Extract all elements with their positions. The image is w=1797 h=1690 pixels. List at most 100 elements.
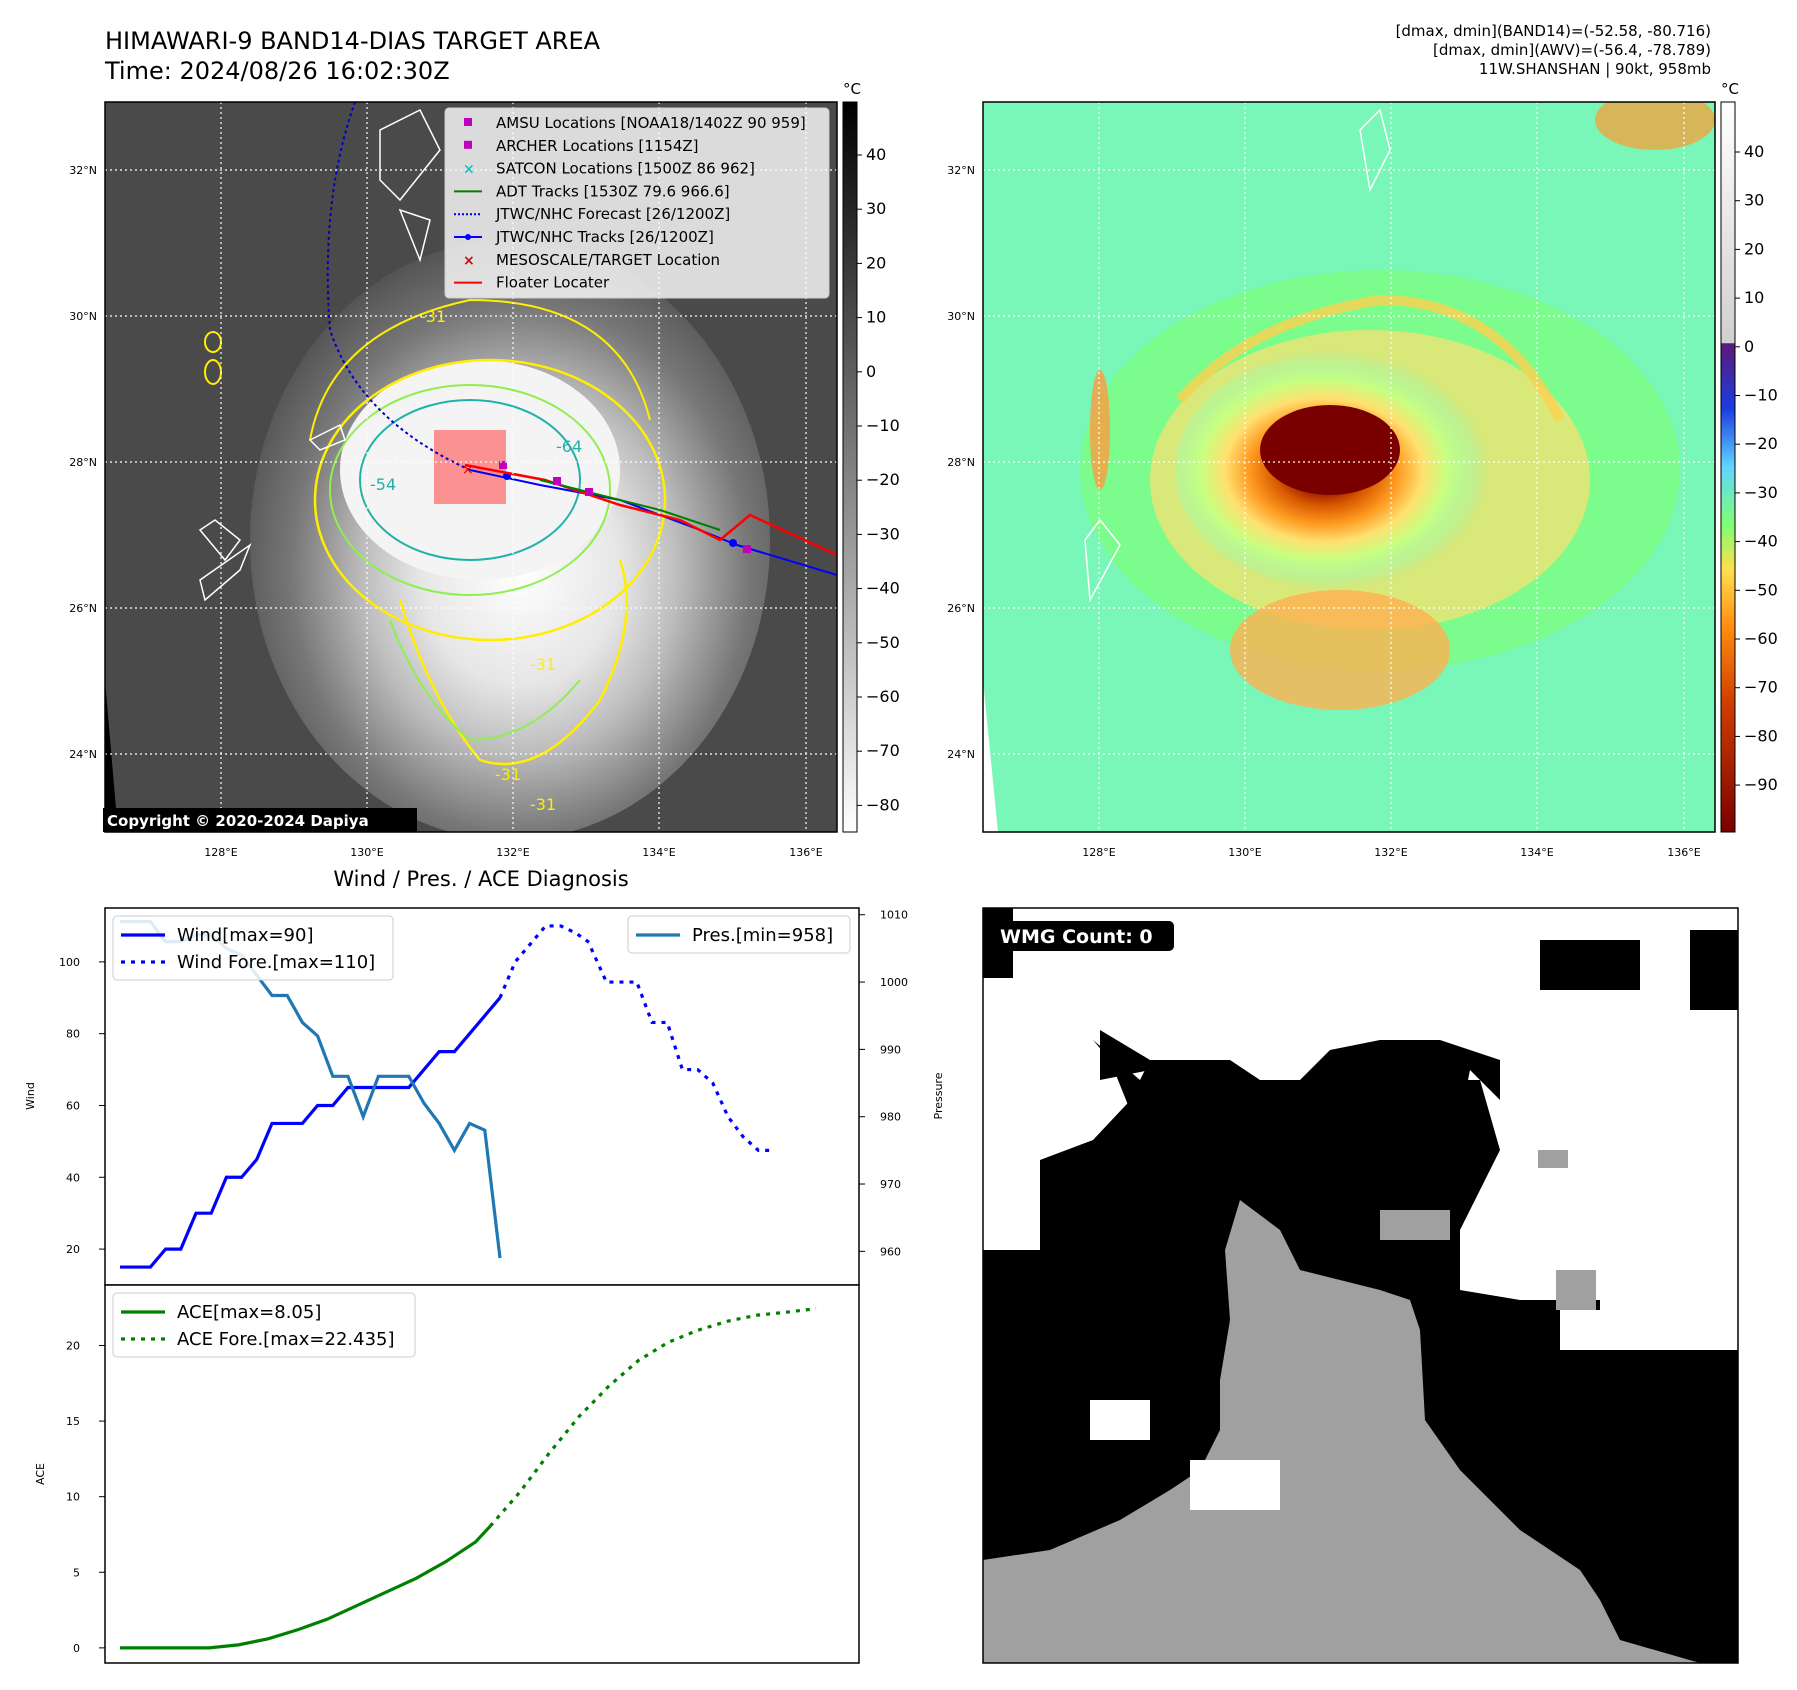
lon-tick-label: 132°E [1374,846,1407,859]
colorbar-tick-label: −80 [1744,726,1778,745]
colorbar-tick-label: −80 [866,795,900,814]
colorbar-tick-label: −40 [1744,532,1778,551]
ace-axis-label: ACE [34,1463,47,1485]
pressure-tick-label: 1010 [880,909,908,922]
pressure-tick-label: 960 [880,1245,901,1258]
title-line-1: HIMAWARI-9 BAND14-DIAS TARGET AREA [105,27,601,55]
legend-label: MESOSCALE/TARGET Location [496,251,720,269]
colorbar-tick-label: −10 [1744,386,1778,405]
color-colorbar: °C 40 30 20 10 0 −10 −20 −30 −40 −50 −60 −70 −80 −90 [1720,80,1778,833]
contour-label: -31 [530,655,556,674]
lat-tick-label: 28°N [947,456,975,469]
figure-title: HIMAWARI-9 BAND14-DIAS TARGET AREA Time: … [105,26,600,86]
legend-frame [112,915,394,981]
wind-legend: Wind[max=90] Wind Fore.[max=110] [112,915,394,981]
colorbar-tick-label: −70 [866,741,900,760]
wind-tick-label: 40 [66,1171,80,1184]
lat-tick-label: 30°N [947,310,975,323]
info-awv: [dmax, dmin](AWV)=(-56.4, -78.789) [1432,41,1711,59]
legend-label: Floater Locater [496,274,610,292]
svg-text:×: × [462,462,474,478]
colorbar-tick-label: −20 [1744,434,1778,453]
ace-legend: ACE[max=8.05] ACE Fore.[max=22.435] [112,1292,416,1358]
lon-tick-label: 134°E [642,846,675,859]
gray-colorbar: °C 40 30 20 10 0 −10 −20 −30 −40 −50 −60 −70 −80 [842,80,900,833]
contour-label: -31 [530,795,556,814]
legend-label: Wind Fore.[max=110] [177,952,375,973]
colorbar-tick-label: −70 [1744,678,1778,697]
lat-tick-label: 26°N [947,602,975,615]
info-band14: [dmax, dmin](BAND14)=(-52.58, -80.716) [1395,22,1711,40]
ace-tick-label: 15 [66,1415,80,1428]
lon-tick-label: 130°E [1228,846,1261,859]
ace-tick-label: 5 [73,1566,80,1579]
info-storm: 11W.SHANSHAN | 90kt, 958mb [1478,60,1711,78]
legend-frame [627,915,851,954]
storm-info: [dmax, dmin](BAND14)=(-52.58, -80.716) [… [1396,22,1711,79]
lat-tick-label: 32°N [947,164,975,177]
map-ticks: 32°N 30°N 28°N 26°N 24°N 128°E 130°E 132°E 134°E… [69,164,823,859]
lat-tick-label: 30°N [69,310,97,323]
colorbar-tick-label: 30 [866,199,886,218]
colorbar-tick-label: −50 [1744,580,1778,599]
wind-tick-label: 20 [66,1243,80,1256]
legend-label: JTWC/NHC Tracks [26/1200Z] [495,228,714,246]
legend-marker: × [463,162,475,178]
ir-map-panel: × -64 -54 -31 -31 -31 -31 Copyright © 20… [69,101,838,859]
legend-label: ARCHER Locations [1154Z] [496,137,699,155]
series-line-0 [120,996,502,1269]
contour-label: -54 [370,475,396,494]
legend-label: Pres.[min=958] [692,925,833,946]
map-ticks: 32°N 30°N 28°N 26°N 24°N 128°E 130°E 132°E 134°E… [947,164,1701,859]
wind-tick-label: 80 [66,1028,80,1041]
copyright-label: Copyright © 2020-2024 Dapiya [107,812,369,830]
pressure-tick-label: 980 [880,1111,901,1124]
legend-marker [464,140,472,149]
legend-frame [112,1292,416,1358]
lon-tick-label: 136°E [1667,846,1700,859]
legend-label: ACE[max=8.05] [177,1302,321,1323]
colorbar-tick-label: 10 [1744,288,1764,307]
lat-tick-label: 24°N [947,748,975,761]
wind-tick-label: 100 [59,956,80,969]
wmg-panel: WMG Count: 0 [982,907,1739,1664]
lon-tick-label: 130°E [350,846,383,859]
colorbar-tick-label: −10 [866,416,900,435]
legend-label: SATCON Locations [1500Z 86 962] [496,160,755,178]
legend-label: ADT Tracks [1530Z 79.6 966.6] [496,182,730,200]
map-legend: AMSU Locations [NOAA18/1402Z 90 959] ARCH… [444,107,830,299]
colorbar-tick-label: −30 [866,524,900,543]
colorbar-tick-label: 40 [1744,142,1764,161]
gray-colorbar-unit: °C [843,80,861,98]
wind-tick-label: 60 [66,1099,80,1112]
pressure-tick-label: 990 [880,1043,901,1056]
lon-tick-label: 136°E [789,846,822,859]
ace-tick-label: 0 [73,1642,80,1655]
legend-marker [464,118,472,126]
lon-tick-label: 132°E [496,846,529,859]
legend-label: AMSU Locations [NOAA18/1402Z 90 959] [496,114,806,132]
colorbar-tick-label: 30 [1744,191,1764,210]
colorbar-tick-label: 10 [866,308,886,327]
legend-marker-dot [465,234,471,240]
legend-label: Wind[max=90] [177,925,314,946]
pressure-axis-label: Pressure [932,1072,945,1119]
colorbar-tick-label: −60 [1744,629,1778,648]
color-colorbar-unit: °C [1721,80,1739,98]
colorbar-tick-label: 0 [866,362,876,381]
chart-title: Wind / Pres. / ACE Diagnosis [333,867,628,891]
lon-tick-label: 128°E [1082,846,1115,859]
colorbar-tick-label: 20 [866,253,886,272]
ace-tick-label: 10 [66,1491,80,1504]
wind-axis-label: Wind [24,1082,37,1110]
contour-label: -31 [420,307,446,326]
wmg-count-label: WMG Count: 0 [1000,926,1153,948]
colorbar-tick-label: 0 [1744,337,1754,356]
contour-label: -64 [556,437,582,456]
colorbar-tick-label: −50 [866,633,900,652]
colorbar-tick-label: −20 [866,470,900,489]
lat-tick-label: 28°N [69,456,97,469]
map-grid [983,102,1715,832]
